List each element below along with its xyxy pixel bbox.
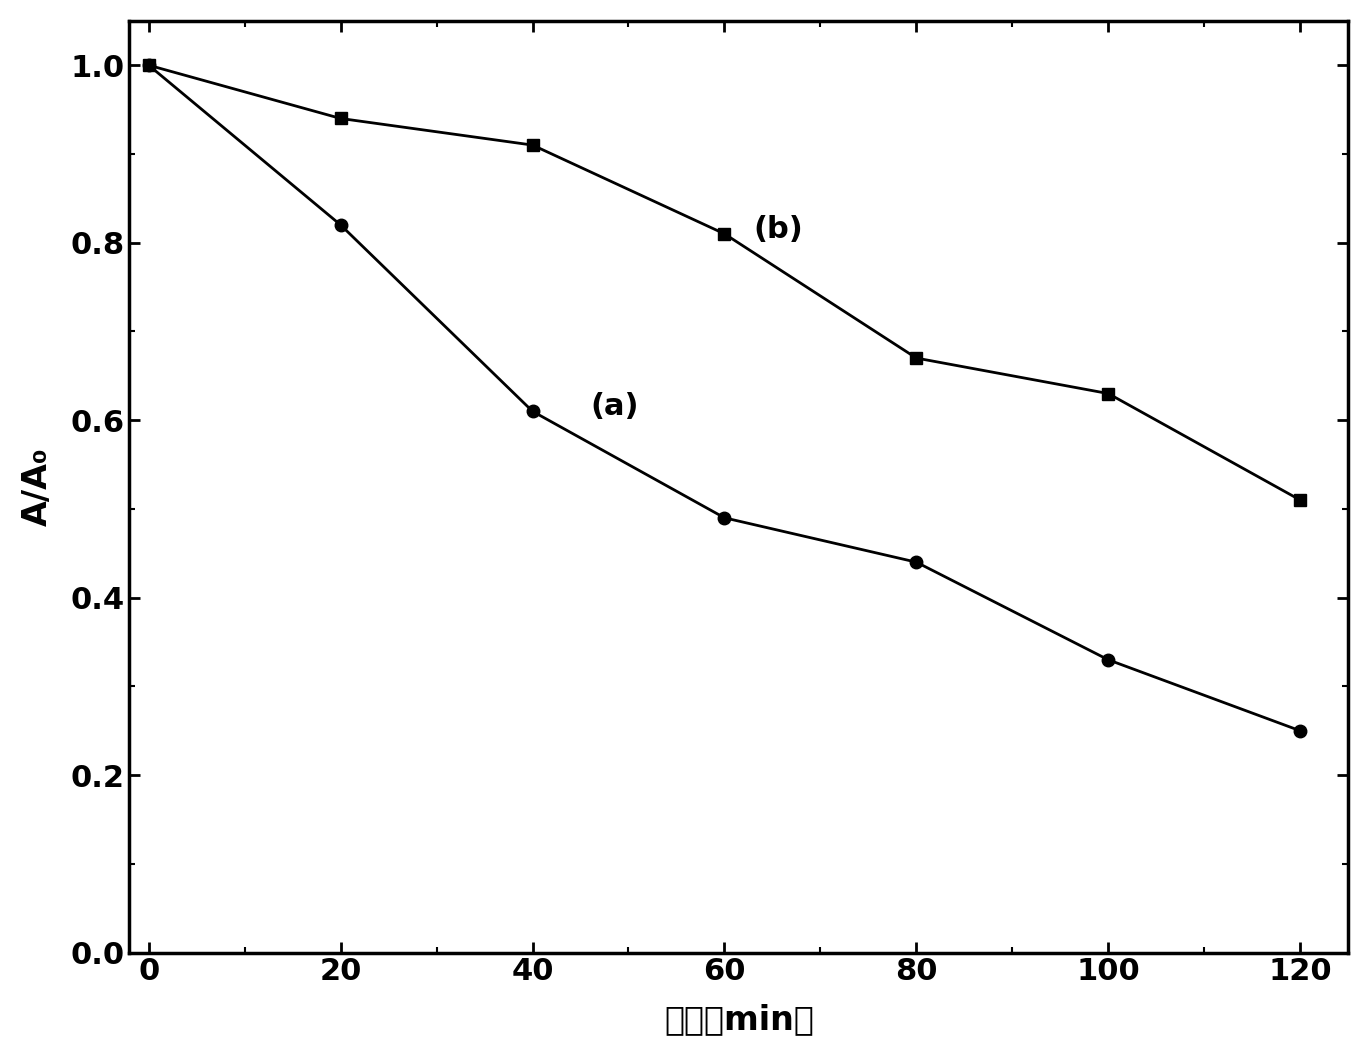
Y-axis label: A/A₀: A/A₀ [21,447,53,526]
X-axis label: 时间（min）: 时间（min） [664,1003,813,1036]
Text: (b): (b) [753,215,804,244]
Text: (a): (a) [590,392,638,422]
